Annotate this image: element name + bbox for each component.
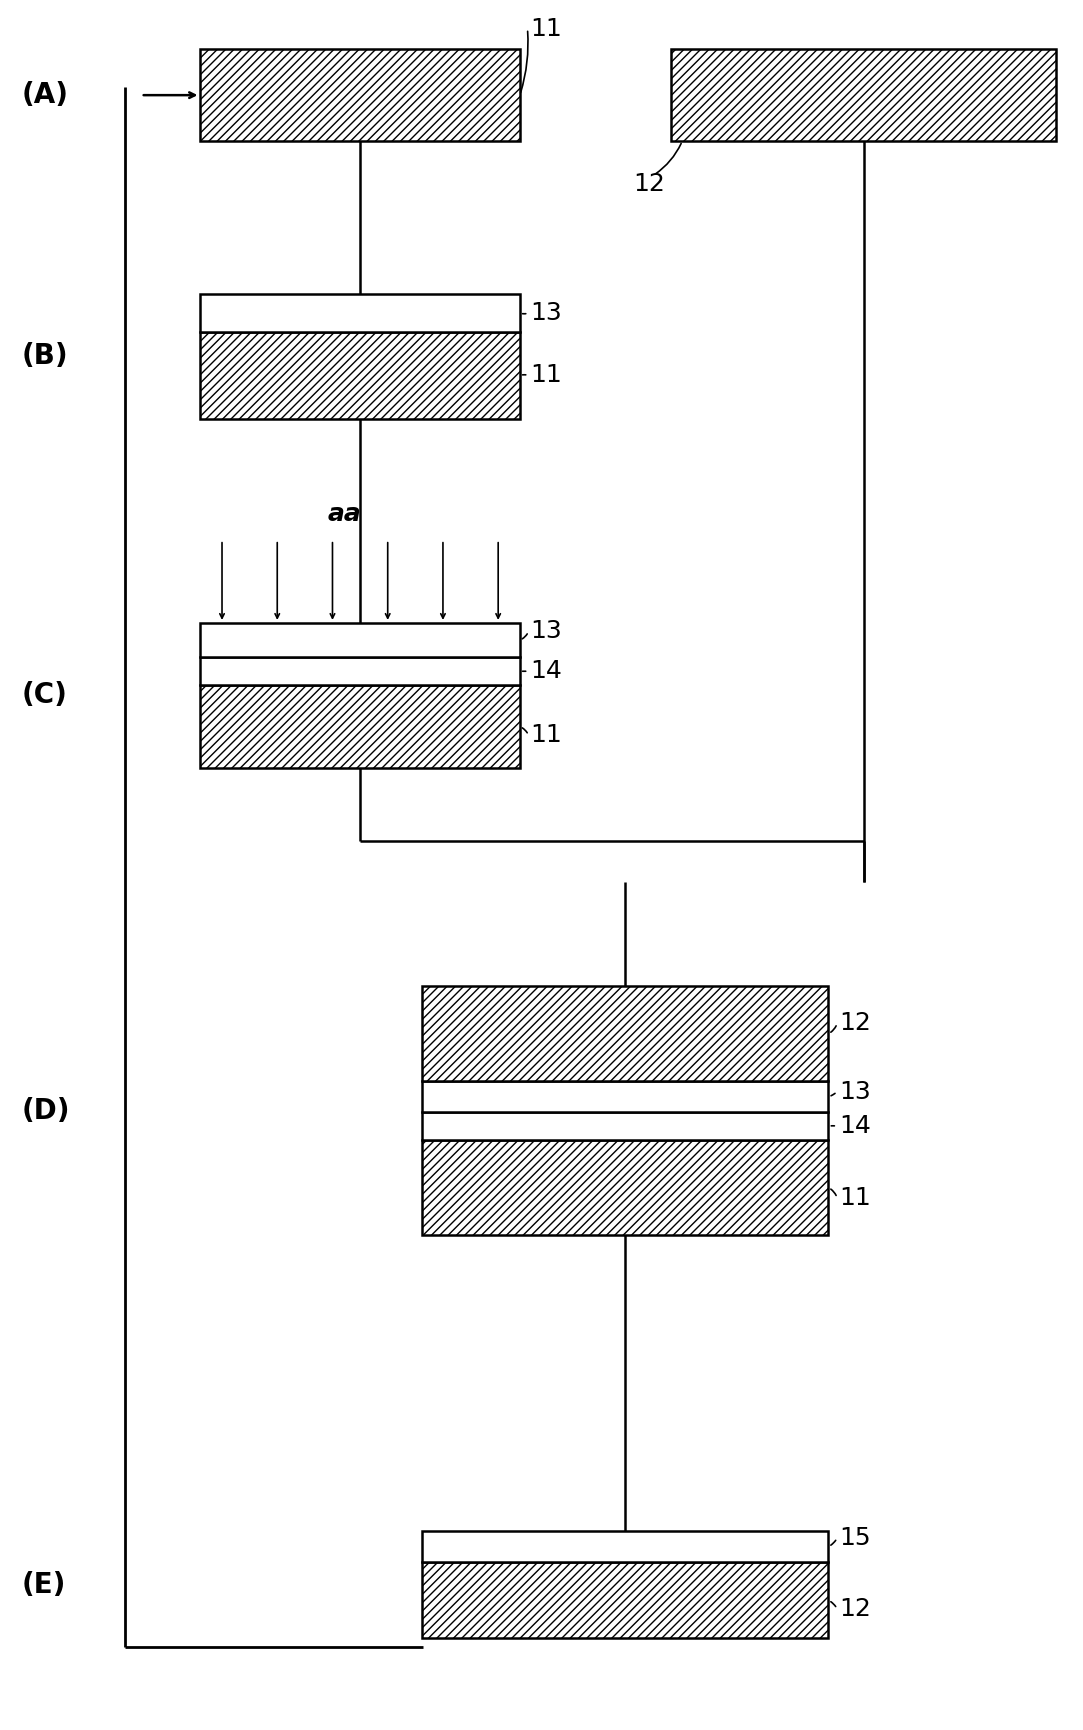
Bar <box>671 50 1056 142</box>
Text: (E): (E) <box>22 1571 66 1599</box>
Text: 14: 14 <box>531 659 562 683</box>
Text: (C): (C) <box>22 682 67 709</box>
Text: 12: 12 <box>839 1012 871 1035</box>
Bar <box>200 623 520 657</box>
Bar <box>422 1562 828 1638</box>
Bar <box>422 1112 828 1140</box>
Text: 11: 11 <box>531 17 562 40</box>
Bar <box>422 1531 828 1562</box>
Text: 15: 15 <box>839 1526 871 1550</box>
Bar <box>200 332 520 419</box>
Bar <box>200 294 520 332</box>
Bar <box>422 1140 828 1235</box>
Text: (A): (A) <box>22 81 68 109</box>
Bar <box>422 1081 828 1112</box>
Text: 11: 11 <box>531 363 562 388</box>
Text: (B): (B) <box>22 343 68 370</box>
Bar <box>200 50 520 142</box>
Bar <box>422 986 828 1081</box>
Text: 12: 12 <box>634 173 665 195</box>
Text: 11: 11 <box>839 1187 871 1209</box>
Text: 13: 13 <box>531 619 562 644</box>
Text: 11: 11 <box>531 723 562 747</box>
Text: 13: 13 <box>531 301 562 325</box>
Text: (D): (D) <box>22 1097 70 1124</box>
Bar <box>200 685 520 768</box>
Text: 14: 14 <box>839 1114 871 1138</box>
Text: 12: 12 <box>839 1597 871 1621</box>
Text: 13: 13 <box>839 1080 871 1104</box>
Text: aa: aa <box>327 502 361 526</box>
Bar <box>200 657 520 685</box>
